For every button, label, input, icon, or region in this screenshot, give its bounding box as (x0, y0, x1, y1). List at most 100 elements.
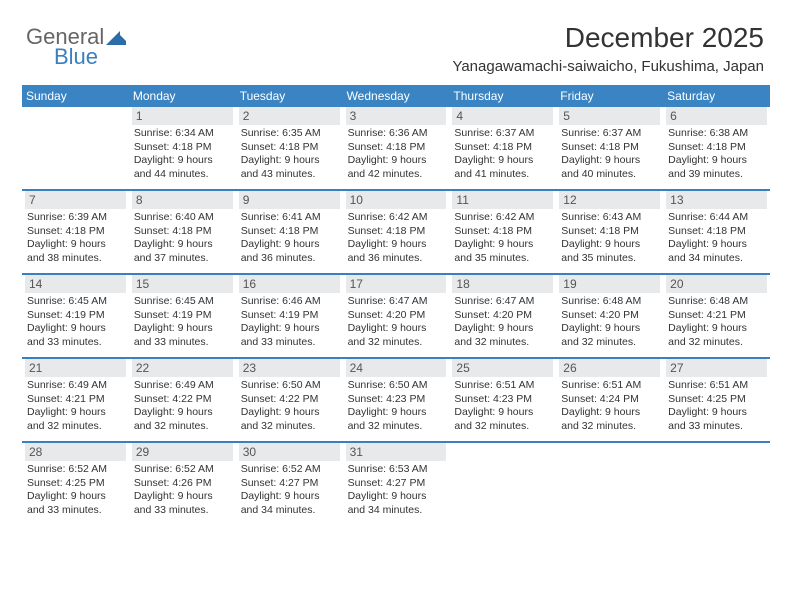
calendar-header-thursday: Thursday (449, 85, 556, 107)
day-number: 26 (559, 359, 660, 377)
day-detail: Sunrise: 6:46 AMSunset: 4:19 PMDaylight:… (239, 295, 340, 350)
page-subtitle: Yanagawamachi-saiwaicho, Fukushima, Japa… (452, 58, 764, 75)
calendar-day (663, 443, 770, 525)
day-number: 23 (239, 359, 340, 377)
day-number: 10 (346, 191, 447, 209)
day-detail: Sunrise: 6:50 AMSunset: 4:23 PMDaylight:… (346, 379, 447, 434)
day-number: 18 (452, 275, 553, 293)
calendar-day: 22 Sunrise: 6:49 AMSunset: 4:22 PMDayligh… (129, 359, 236, 441)
day-detail: Sunrise: 6:49 AMSunset: 4:22 PMDaylight:… (132, 379, 233, 434)
day-number: 17 (346, 275, 447, 293)
day-detail: Sunrise: 6:51 AMSunset: 4:23 PMDaylight:… (452, 379, 553, 434)
calendar-day: 31 Sunrise: 6:53 AMSunset: 4:27 PMDayligh… (343, 443, 450, 525)
calendar-header-row: SundayMondayTuesdayWednesdayThursdayFrid… (22, 85, 770, 107)
day-detail: Sunrise: 6:53 AMSunset: 4:27 PMDaylight:… (346, 463, 447, 518)
day-number: 6 (666, 107, 767, 125)
calendar-day: 18 Sunrise: 6:47 AMSunset: 4:20 PMDayligh… (449, 275, 556, 357)
calendar-day: 6 Sunrise: 6:38 AMSunset: 4:18 PMDaylight… (663, 107, 770, 189)
day-number: 11 (452, 191, 553, 209)
calendar-day: 4Sunrise: 6:37 AMSunset: 4:18 PMDaylight… (449, 107, 556, 189)
page-title: December 2025 (565, 22, 764, 54)
day-detail: Sunrise: 6:48 AMSunset: 4:20 PMDaylight:… (559, 295, 660, 350)
calendar-header-tuesday: Tuesday (236, 85, 343, 107)
calendar-day: 30 Sunrise: 6:52 AMSunset: 4:27 PMDayligh… (236, 443, 343, 525)
day-number: 12 (559, 191, 660, 209)
day-number: 3 (346, 107, 447, 125)
day-number: 5 (559, 107, 660, 125)
calendar-header-sunday: Sunday (22, 85, 129, 107)
calendar-day: 17 Sunrise: 6:47 AMSunset: 4:20 PMDayligh… (343, 275, 450, 357)
calendar-day: 14 Sunrise: 6:45 AMSunset: 4:19 PMDayligh… (22, 275, 129, 357)
calendar-day: 15 Sunrise: 6:45 AMSunset: 4:19 PMDayligh… (129, 275, 236, 357)
calendar-day: 7 Sunrise: 6:39 AMSunset: 4:18 PMDaylight… (22, 191, 129, 273)
calendar-day: 28Sunrise: 6:52 AMSunset: 4:25 PMDayligh… (22, 443, 129, 525)
calendar-day (22, 107, 129, 189)
day-detail: Sunrise: 6:38 AMSunset: 4:18 PMDaylight:… (666, 127, 767, 182)
day-number: 8 (132, 191, 233, 209)
calendar-day: 11 Sunrise: 6:42 AMSunset: 4:18 PMDayligh… (449, 191, 556, 273)
calendar-header-monday: Monday (129, 85, 236, 107)
calendar-day: 9Sunrise: 6:41 AMSunset: 4:18 PMDaylight… (236, 191, 343, 273)
day-number: 16 (239, 275, 340, 293)
day-detail: Sunrise: 6:34 AMSunset: 4:18 PMDaylight:… (132, 127, 233, 182)
day-number: 20 (666, 275, 767, 293)
calendar-week: 1 Sunrise: 6:34 AMSunset: 4:18 PMDaylight… (22, 107, 770, 191)
day-number: 22 (132, 359, 233, 377)
calendar-week: 14 Sunrise: 6:45 AMSunset: 4:19 PMDayligh… (22, 275, 770, 359)
day-number: 2 (239, 107, 340, 125)
day-number: 7 (25, 191, 126, 209)
calendar-day: 3Sunrise: 6:36 AMSunset: 4:18 PMDaylight… (343, 107, 450, 189)
calendar-day: 27Sunrise: 6:51 AMSunset: 4:25 PMDayligh… (663, 359, 770, 441)
day-detail: Sunrise: 6:52 AMSunset: 4:25 PMDaylight:… (25, 463, 126, 518)
calendar-day: 1 Sunrise: 6:34 AMSunset: 4:18 PMDaylight… (129, 107, 236, 189)
day-detail: Sunrise: 6:50 AMSunset: 4:22 PMDaylight:… (239, 379, 340, 434)
day-detail: Sunrise: 6:52 AMSunset: 4:26 PMDaylight:… (132, 463, 233, 518)
day-number: 31 (346, 443, 447, 461)
day-detail: Sunrise: 6:42 AMSunset: 4:18 PMDaylight:… (452, 211, 553, 266)
calendar-week: 28Sunrise: 6:52 AMSunset: 4:25 PMDayligh… (22, 443, 770, 525)
day-detail: Sunrise: 6:35 AMSunset: 4:18 PMDaylight:… (239, 127, 340, 182)
day-detail: Sunrise: 6:41 AMSunset: 4:18 PMDaylight:… (239, 211, 340, 266)
calendar-day: 23 Sunrise: 6:50 AMSunset: 4:22 PMDayligh… (236, 359, 343, 441)
day-number: 15 (132, 275, 233, 293)
calendar-body: 1 Sunrise: 6:34 AMSunset: 4:18 PMDaylight… (22, 107, 770, 525)
day-detail: Sunrise: 6:45 AMSunset: 4:19 PMDaylight:… (132, 295, 233, 350)
calendar-day: 19 Sunrise: 6:48 AMSunset: 4:20 PMDayligh… (556, 275, 663, 357)
day-number: 29 (132, 443, 233, 461)
day-number: 30 (239, 443, 340, 461)
day-detail: Sunrise: 6:40 AMSunset: 4:18 PMDaylight:… (132, 211, 233, 266)
day-number: 21 (25, 359, 126, 377)
calendar-day (556, 443, 663, 525)
calendar-day: 26 Sunrise: 6:51 AMSunset: 4:24 PMDayligh… (556, 359, 663, 441)
day-number: 14 (25, 275, 126, 293)
logo-icon (106, 29, 126, 45)
logo-line2: Blue (54, 44, 98, 70)
calendar-week: 21Sunrise: 6:49 AMSunset: 4:21 PMDayligh… (22, 359, 770, 443)
calendar-day: 20 Sunrise: 6:48 AMSunset: 4:21 PMDayligh… (663, 275, 770, 357)
calendar-day: 13Sunrise: 6:44 AMSunset: 4:18 PMDayligh… (663, 191, 770, 273)
day-detail: Sunrise: 6:37 AMSunset: 4:18 PMDaylight:… (559, 127, 660, 182)
calendar-day: 5 Sunrise: 6:37 AMSunset: 4:18 PMDaylight… (556, 107, 663, 189)
day-number: 4 (452, 107, 553, 125)
day-number: 1 (132, 107, 233, 125)
calendar-day (449, 443, 556, 525)
calendar-header-wednesday: Wednesday (343, 85, 450, 107)
day-detail: Sunrise: 6:39 AMSunset: 4:18 PMDaylight:… (25, 211, 126, 266)
day-number: 19 (559, 275, 660, 293)
day-detail: Sunrise: 6:48 AMSunset: 4:21 PMDaylight:… (666, 295, 767, 350)
day-detail: Sunrise: 6:42 AMSunset: 4:18 PMDaylight:… (346, 211, 447, 266)
day-detail: Sunrise: 6:51 AMSunset: 4:24 PMDaylight:… (559, 379, 660, 434)
day-detail: Sunrise: 6:45 AMSunset: 4:19 PMDaylight:… (25, 295, 126, 350)
day-detail: Sunrise: 6:51 AMSunset: 4:25 PMDaylight:… (666, 379, 767, 434)
calendar-day: 29 Sunrise: 6:52 AMSunset: 4:26 PMDayligh… (129, 443, 236, 525)
calendar-week: 7 Sunrise: 6:39 AMSunset: 4:18 PMDaylight… (22, 191, 770, 275)
day-detail: Sunrise: 6:47 AMSunset: 4:20 PMDaylight:… (346, 295, 447, 350)
day-number: 24 (346, 359, 447, 377)
calendar-day: 21Sunrise: 6:49 AMSunset: 4:21 PMDayligh… (22, 359, 129, 441)
day-number: 13 (666, 191, 767, 209)
calendar-header-saturday: Saturday (663, 85, 770, 107)
calendar-day: 25Sunrise: 6:51 AMSunset: 4:23 PMDayligh… (449, 359, 556, 441)
day-detail: Sunrise: 6:47 AMSunset: 4:20 PMDaylight:… (452, 295, 553, 350)
calendar-day: 2 Sunrise: 6:35 AMSunset: 4:18 PMDaylight… (236, 107, 343, 189)
day-detail: Sunrise: 6:52 AMSunset: 4:27 PMDaylight:… (239, 463, 340, 518)
